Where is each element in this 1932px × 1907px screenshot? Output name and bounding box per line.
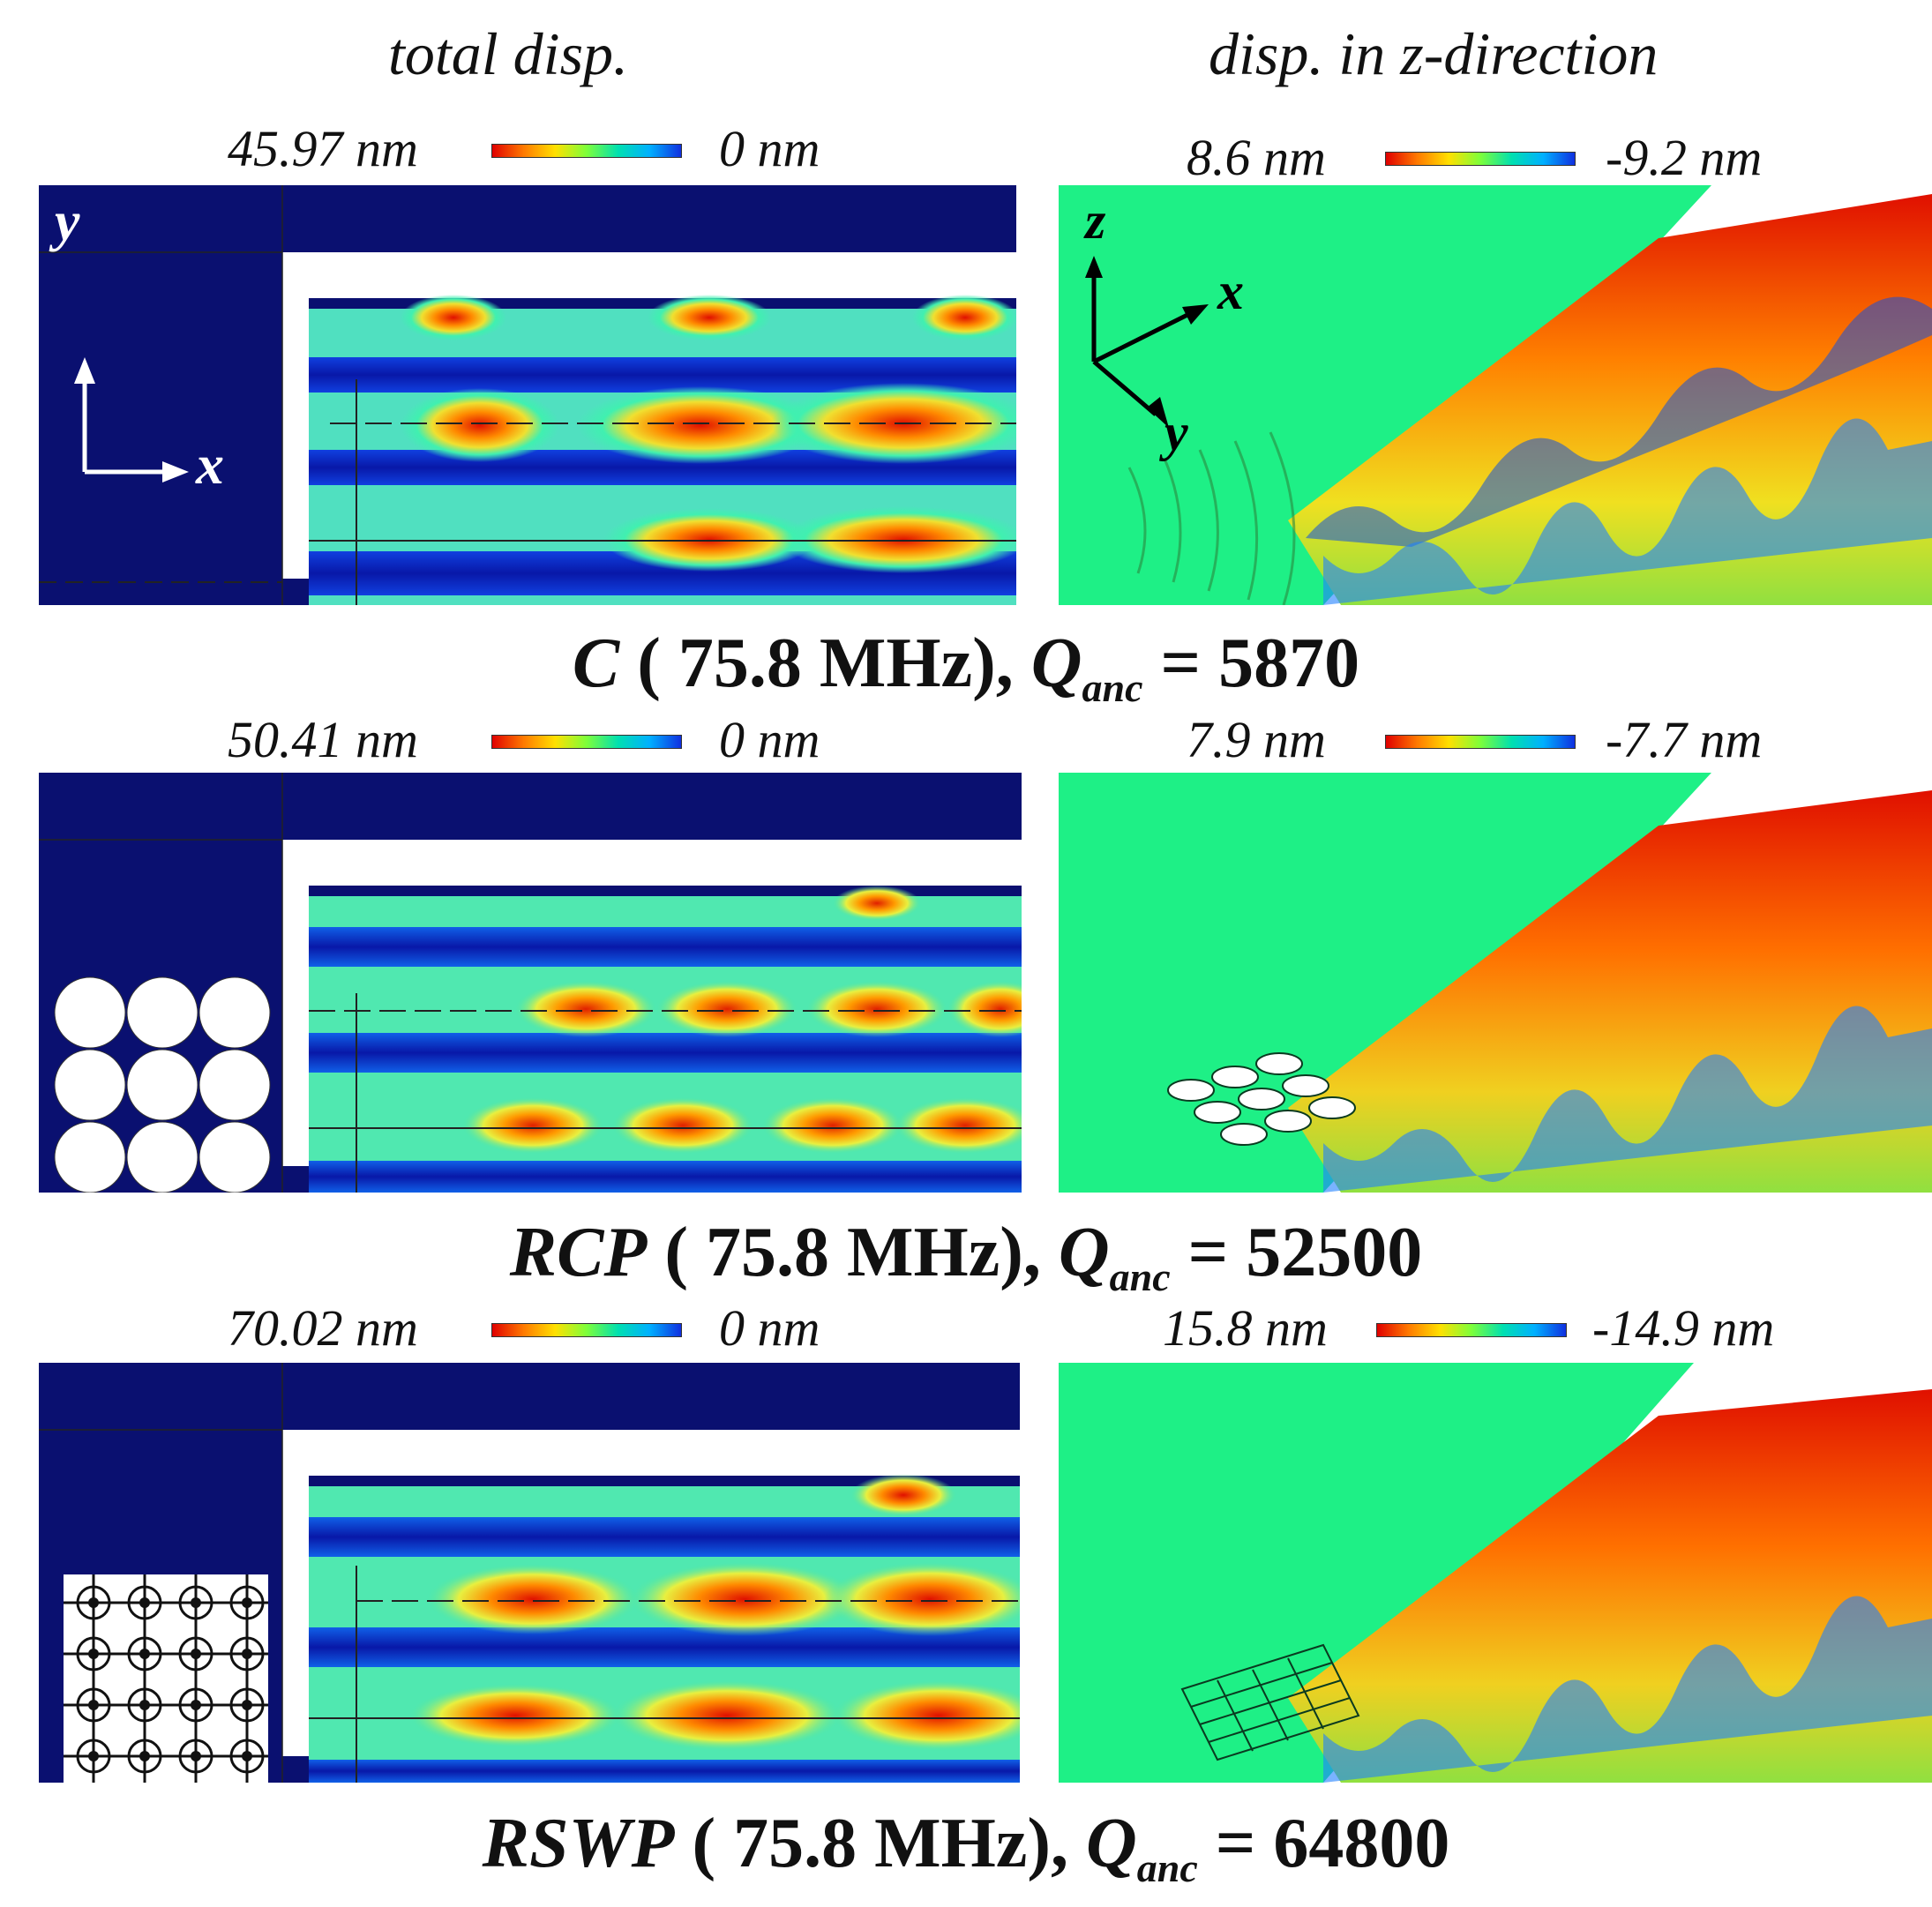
row1-caption-value: = 5870 <box>1142 624 1360 702</box>
row2-z-colorbar <box>1385 735 1576 749</box>
row3-caption-value: = 64800 <box>1197 1805 1450 1882</box>
row3-caption: RSWP ( 75.8 MHz), Qanc = 64800 <box>0 1808 1932 1888</box>
row1-z-disp-plot: z x y <box>1059 185 1932 605</box>
row1-caption: C ( 75.8 MHz), Qanc = 5870 <box>0 628 1932 708</box>
row1-z-max-label: 8.6 nm <box>1187 129 1326 186</box>
column-title-total-disp: total disp. <box>388 20 629 87</box>
row1-total-max-label: 45.97 nm <box>228 120 418 177</box>
row3-caption-q: Q <box>1086 1805 1137 1882</box>
row1-total-disp-plot: y x <box>39 185 1016 605</box>
row3-z-min-label: -14.9 nm <box>1592 1299 1775 1357</box>
row1-z-min-label: -9.2 nm <box>1606 129 1763 186</box>
row2-z-max-label: 7.9 nm <box>1187 711 1326 768</box>
row2-caption-name: RCP <box>509 1214 648 1291</box>
right-axis-y-label: y <box>1159 403 1188 461</box>
row3-total-max-label: 70.02 nm <box>228 1299 418 1357</box>
row3-caption-freq: ( 75.8 MHz), <box>674 1805 1086 1882</box>
left-axis-x-label: x <box>195 433 224 496</box>
row3-total-min-label: 0 nm <box>719 1299 820 1357</box>
row1-total-colorbar <box>491 144 682 158</box>
row3-caption-name: RSWP <box>482 1805 675 1882</box>
row3-z-max-label: 15.8 nm <box>1163 1299 1328 1357</box>
row3-caption-q-sub: anc <box>1136 1845 1198 1890</box>
row2-caption-q: Q <box>1058 1214 1110 1291</box>
row2-caption-value: = 52500 <box>1170 1214 1423 1291</box>
right-axis-z-label: z <box>1083 191 1106 250</box>
row1-caption-freq: ( 75.8 MHz), <box>619 624 1031 702</box>
row1-z-colorbar <box>1385 152 1576 166</box>
row1-total-min-label: 0 nm <box>719 120 820 177</box>
row3-z-colorbar <box>1376 1323 1567 1337</box>
row2-caption-q-sub: anc <box>1109 1254 1171 1299</box>
row2-total-disp-plot <box>39 773 1022 1193</box>
row2-caption: RCP ( 75.8 MHz), Qanc = 52500 <box>0 1217 1932 1298</box>
column-title-z-disp: disp. in z-direction <box>1209 20 1659 87</box>
row2-total-max-label: 50.41 nm <box>228 711 418 768</box>
row2-total-colorbar <box>491 735 682 749</box>
row2-total-min-label: 0 nm <box>719 711 820 768</box>
row1-caption-name: C <box>572 624 620 702</box>
row2-z-disp-plot <box>1059 773 1932 1193</box>
row3-z-disp-plot <box>1059 1363 1932 1783</box>
right-axis-x-label: x <box>1217 262 1244 320</box>
row1-caption-q-sub: anc <box>1082 665 1143 710</box>
row2-z-min-label: -7.7 nm <box>1606 711 1763 768</box>
row2-caption-freq: ( 75.8 MHz), <box>647 1214 1059 1291</box>
row3-total-disp-plot <box>39 1363 1020 1783</box>
row1-caption-q: Q <box>1030 624 1082 702</box>
row3-total-colorbar <box>491 1323 682 1337</box>
